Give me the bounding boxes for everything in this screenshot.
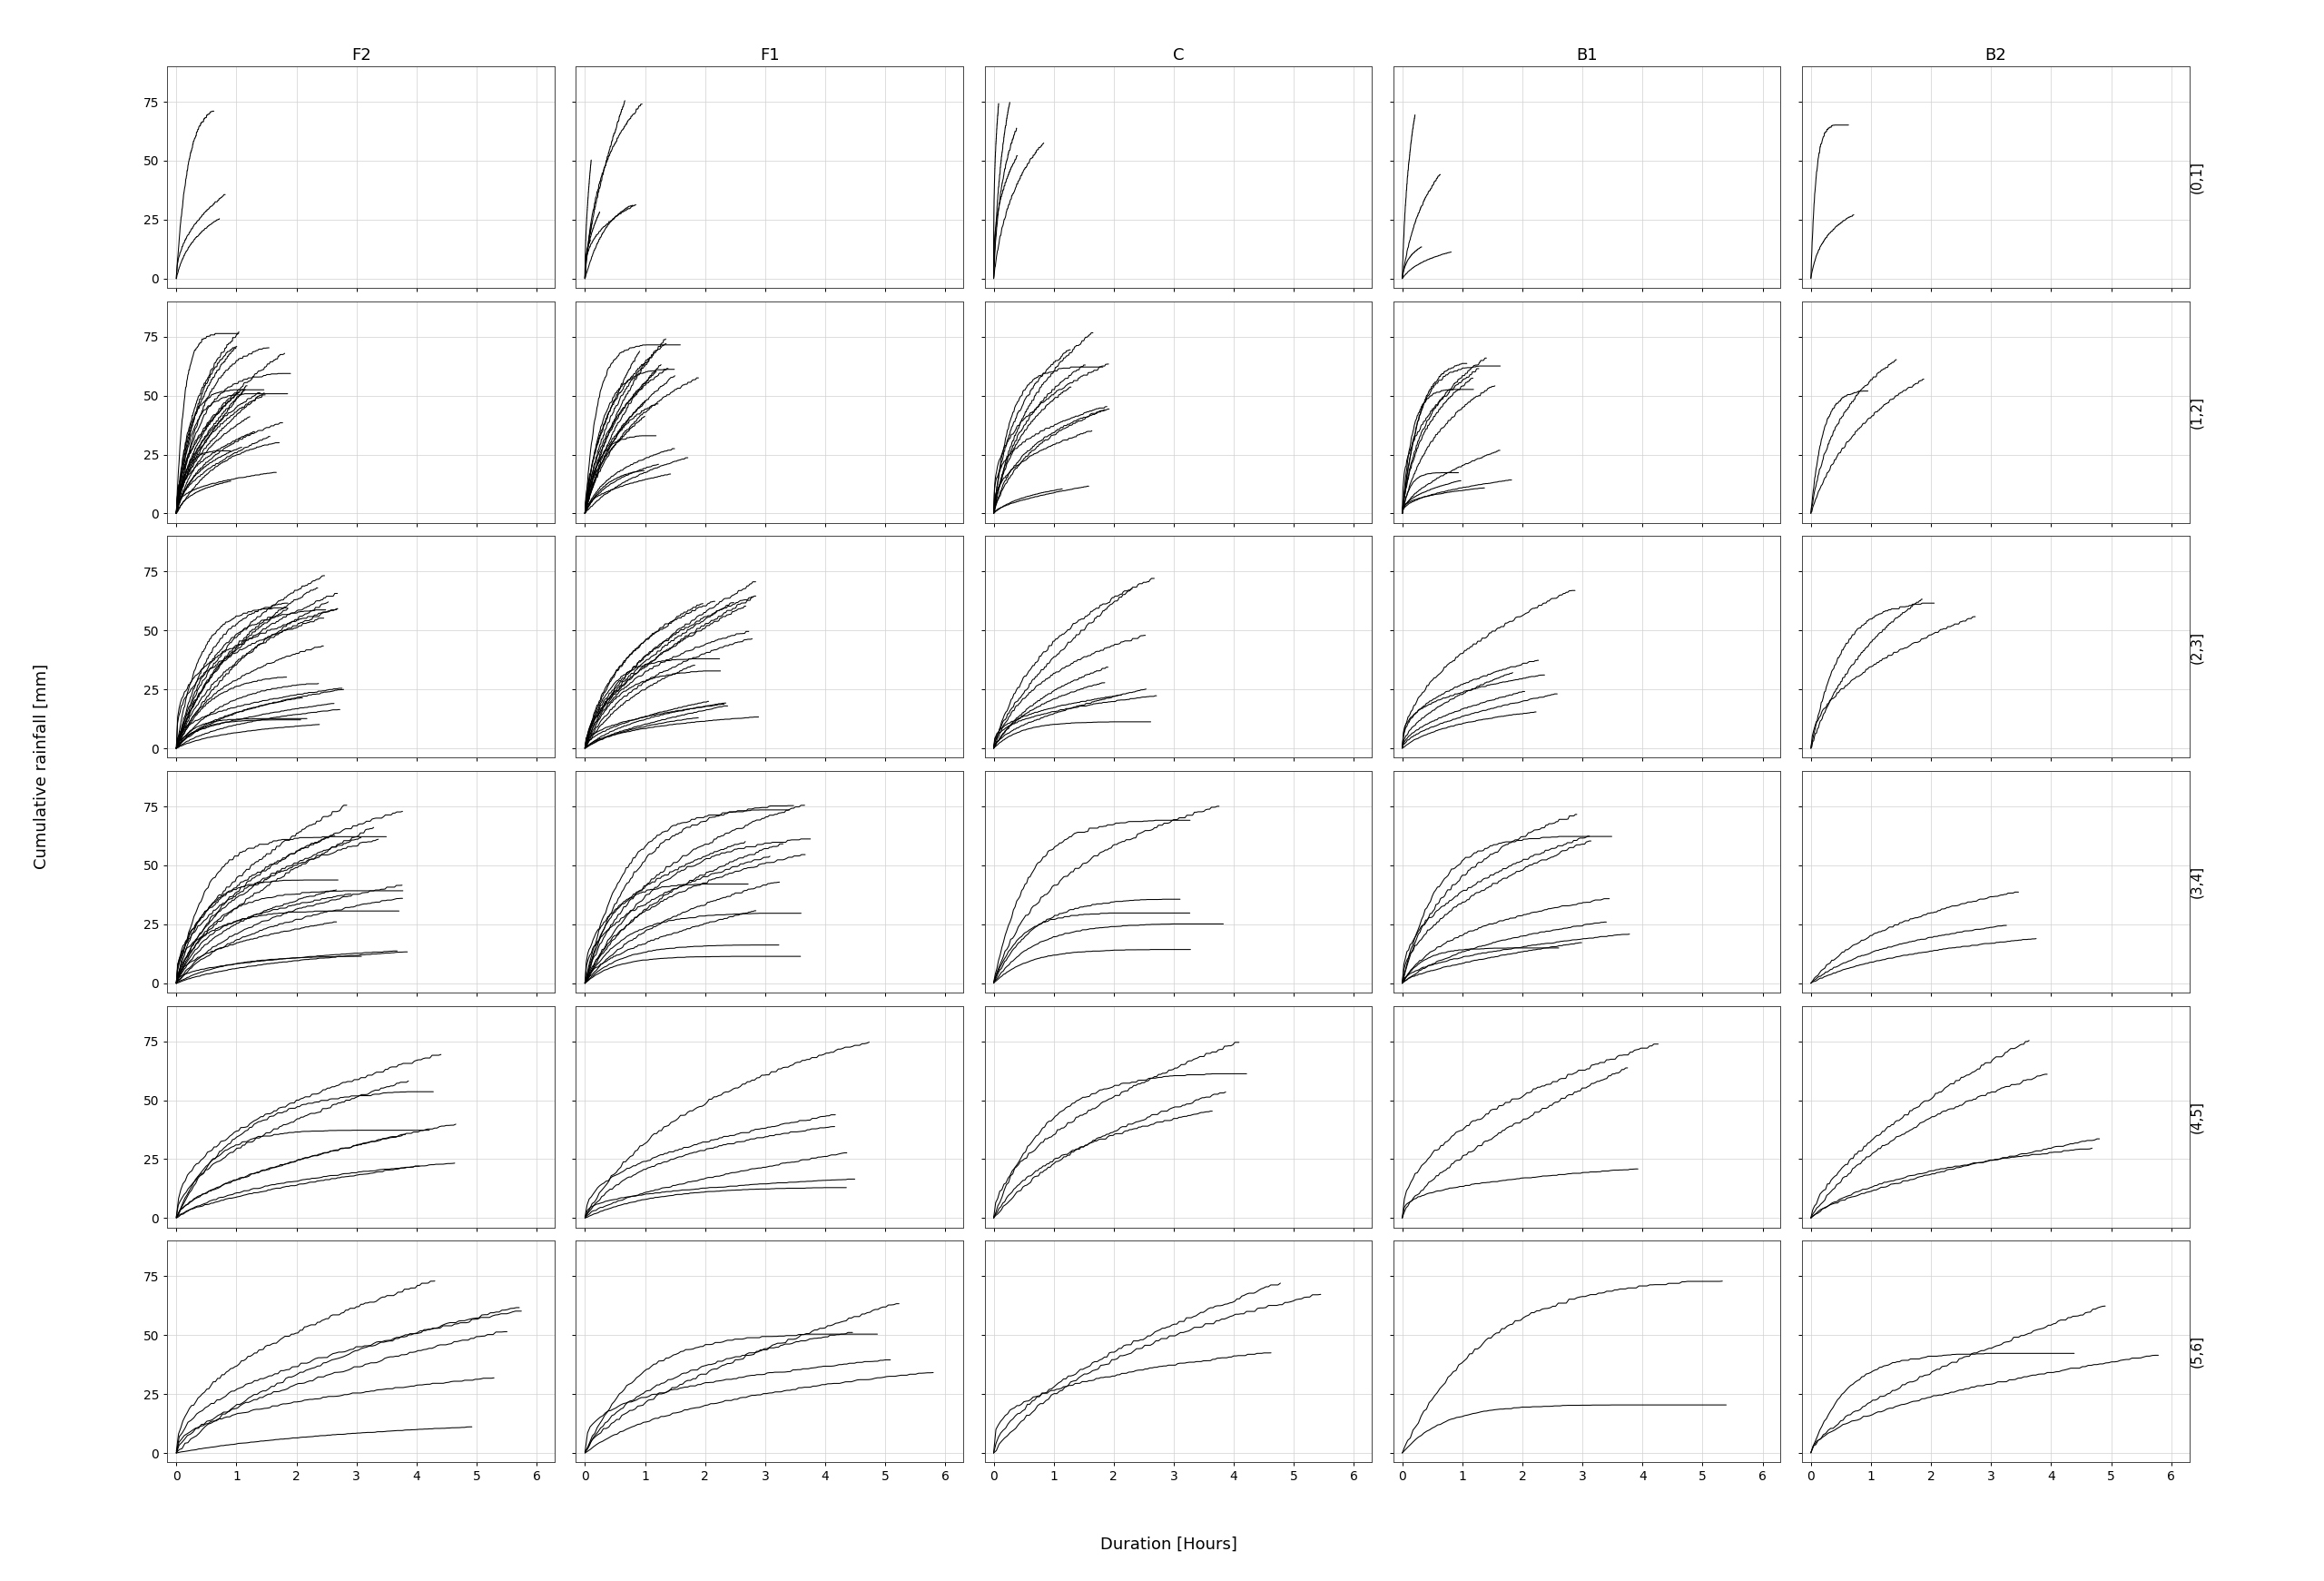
Title: F1: F1 [760,47,779,63]
Y-axis label: (4,5]: (4,5] [2189,1100,2203,1134]
Text: Duration [Hours]: Duration [Hours] [1102,1537,1236,1553]
Y-axis label: (1,2]: (1,2] [2189,395,2203,428]
Y-axis label: (5,6]: (5,6] [2189,1336,2203,1368]
Title: C: C [1174,47,1183,63]
Title: B2: B2 [1985,47,2006,63]
Y-axis label: (2,3]: (2,3] [2189,631,2203,664]
Text: Cumulative rainfall [mm]: Cumulative rainfall [mm] [33,664,51,870]
Y-axis label: (0,1]: (0,1] [2189,161,2203,193]
Y-axis label: (3,4]: (3,4] [2189,865,2203,898]
Title: B1: B1 [1576,47,1597,63]
Title: F2: F2 [351,47,372,63]
